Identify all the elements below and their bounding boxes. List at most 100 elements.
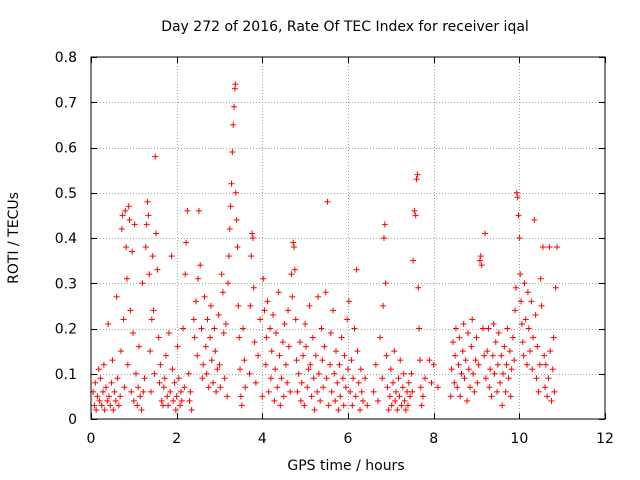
data-point [134, 402, 141, 409]
data-point [93, 406, 100, 413]
data-point [481, 352, 488, 359]
data-point [277, 402, 284, 409]
data-point [167, 388, 174, 395]
data-point [327, 361, 334, 368]
data-point [517, 271, 524, 278]
data-point [348, 357, 355, 364]
data-point [488, 393, 495, 400]
data-point [473, 334, 480, 341]
data-point [143, 221, 150, 228]
data-point [232, 189, 239, 196]
data-point [213, 388, 220, 395]
data-point [202, 343, 209, 350]
data-point [344, 316, 351, 323]
data-point [498, 352, 505, 359]
data-point [225, 253, 232, 260]
data-point [355, 379, 362, 386]
data-point [292, 316, 299, 323]
data-point [112, 397, 119, 404]
data-point [255, 352, 262, 359]
data-point [285, 343, 292, 350]
data-point [315, 293, 322, 300]
data-point [298, 379, 305, 386]
data-point [319, 357, 326, 364]
data-point [382, 280, 389, 287]
data-point [137, 393, 144, 400]
x-tick-label: 0 [87, 431, 96, 447]
data-point [380, 302, 387, 309]
data-point [535, 388, 542, 395]
data-point [152, 153, 159, 160]
data-point [341, 352, 348, 359]
data-point [358, 388, 365, 395]
data-point [458, 370, 465, 377]
data-point [276, 352, 283, 359]
data-point [217, 384, 224, 391]
data-point [506, 348, 513, 355]
data-point [247, 302, 254, 309]
data-point [153, 230, 160, 237]
x-tick-label: 2 [172, 431, 181, 447]
data-point [514, 194, 521, 201]
y-tick-label: 0 [68, 412, 77, 428]
data-point [410, 257, 417, 264]
data-point [156, 379, 163, 386]
data-point [518, 298, 525, 305]
data-point [191, 334, 198, 341]
data-point [512, 284, 519, 291]
data-point [231, 103, 238, 110]
data-point [330, 307, 337, 314]
data-point [533, 375, 540, 382]
data-point [230, 121, 237, 128]
data-point [129, 248, 136, 255]
data-point [340, 402, 347, 409]
data-point [142, 244, 149, 251]
data-point [309, 334, 316, 341]
data-point [272, 366, 279, 373]
data-point [184, 207, 191, 214]
data-points [90, 81, 561, 413]
data-point [109, 357, 116, 364]
data-point [122, 207, 129, 214]
data-point [267, 325, 274, 332]
data-point [527, 348, 534, 355]
data-point [485, 325, 492, 332]
data-point [138, 406, 145, 413]
data-point [160, 384, 167, 391]
data-point [145, 212, 152, 219]
data-point [203, 370, 210, 377]
data-point [282, 361, 289, 368]
data-point [332, 397, 339, 404]
data-point [464, 330, 471, 337]
data-point [550, 334, 557, 341]
data-point [475, 361, 482, 368]
data-point [164, 393, 171, 400]
data-point [157, 361, 164, 368]
data-point [489, 352, 496, 359]
x-tick-label: 4 [258, 431, 267, 447]
data-point [409, 388, 416, 395]
data-point [185, 370, 192, 377]
data-point [396, 393, 403, 400]
data-point [494, 388, 501, 395]
data-point [170, 397, 177, 404]
data-point [513, 189, 520, 196]
data-point [549, 366, 556, 373]
data-point [467, 384, 474, 391]
data-point [457, 393, 464, 400]
data-point [211, 325, 218, 332]
data-point [434, 384, 441, 391]
data-point [359, 397, 366, 404]
data-point [362, 375, 369, 382]
data-point [399, 384, 406, 391]
data-point [123, 244, 130, 251]
data-point [306, 302, 313, 309]
data-point [125, 203, 132, 210]
data-point [117, 393, 124, 400]
data-point [338, 334, 345, 341]
data-point [541, 352, 548, 359]
data-point [96, 397, 103, 404]
data-point [525, 325, 532, 332]
data-point [328, 388, 335, 395]
